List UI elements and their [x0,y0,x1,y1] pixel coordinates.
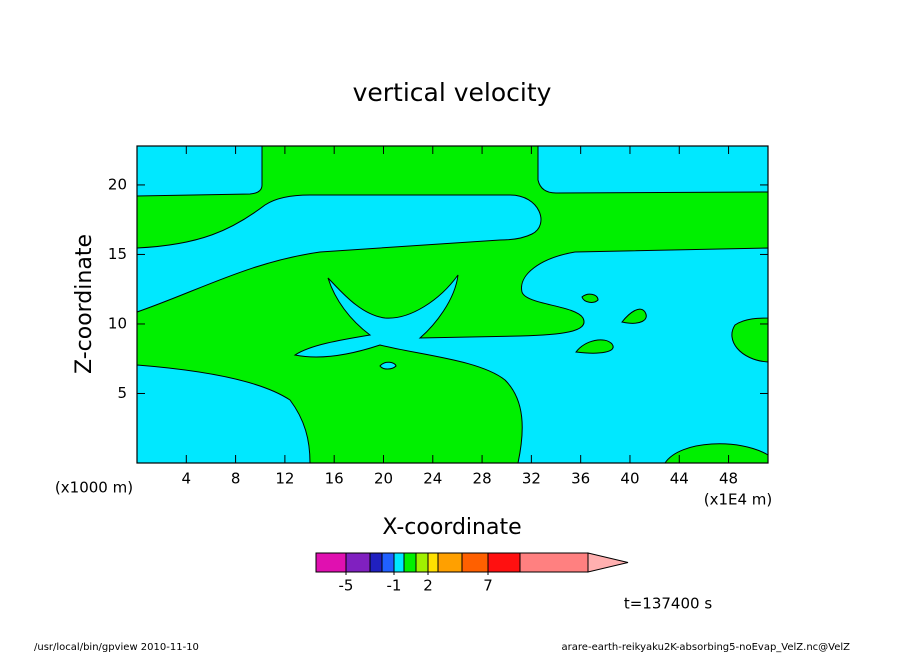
colorbar-box [437,552,463,573]
contour-region [537,145,769,194]
colorbar-box [369,552,383,573]
x-tick-label: 12 [275,470,294,488]
footer-left: /usr/local/bin/gpview 2010-11-10 [34,642,199,653]
chart-title: vertical velocity [353,78,552,107]
x-tick-label: 40 [620,470,639,488]
x-tick-label: 36 [571,470,590,488]
colorbar-box [415,552,429,573]
time-label: t=137400 s [624,595,712,613]
y-axis-label: Z-coordinate [72,234,97,374]
contour-region [136,194,542,313]
colorbar-box [487,552,521,573]
contour-region [621,308,647,324]
x-unit: (x1000 m) [55,479,133,497]
y-tick-label: 10 [108,314,127,332]
contour-region [293,247,769,464]
contour-region [581,293,599,303]
x-axis-label: X-coordinate [382,515,521,540]
colorbar-box [427,552,439,573]
colorbar-extension [587,552,629,573]
contour-region [136,145,263,197]
colorbar-tick-label: -5 [339,577,354,595]
colorbar-box [403,552,417,573]
contour-region [379,361,397,370]
x-tick-label: 16 [325,470,344,488]
contour-region [136,364,311,464]
x-tick-label: 4 [182,470,192,488]
colorbar-box [519,552,589,573]
x-tick-label: 20 [374,470,393,488]
colorbar-box [381,552,395,573]
colorbar-tick-label: -1 [387,577,402,595]
plot-frame [136,145,769,464]
colorbar-tick-label: 7 [483,577,493,595]
colorbar-tick-label: 2 [423,577,433,595]
y-tick-label: 20 [108,175,127,193]
y-tick-label: 5 [117,384,127,402]
x-tick-label: 32 [522,470,541,488]
x-tick-label: 24 [423,470,442,488]
colorbar-box [315,552,347,573]
colorbar-box [393,552,405,573]
x-tick-label: 48 [719,470,738,488]
x-tick-label: 8 [231,470,241,488]
colorbar-box [345,552,371,573]
contour-field [136,145,769,464]
x-scale-note: (x1E4 m) [704,491,773,509]
contour-region [575,339,614,354]
x-tick-label: 44 [670,470,689,488]
y-tick-label: 15 [108,245,127,263]
x-tick-label: 28 [473,470,492,488]
colorbar-box [461,552,489,573]
footer-right: arare-earth-reikyaku2K-absorbing5-noEvap… [562,642,851,653]
